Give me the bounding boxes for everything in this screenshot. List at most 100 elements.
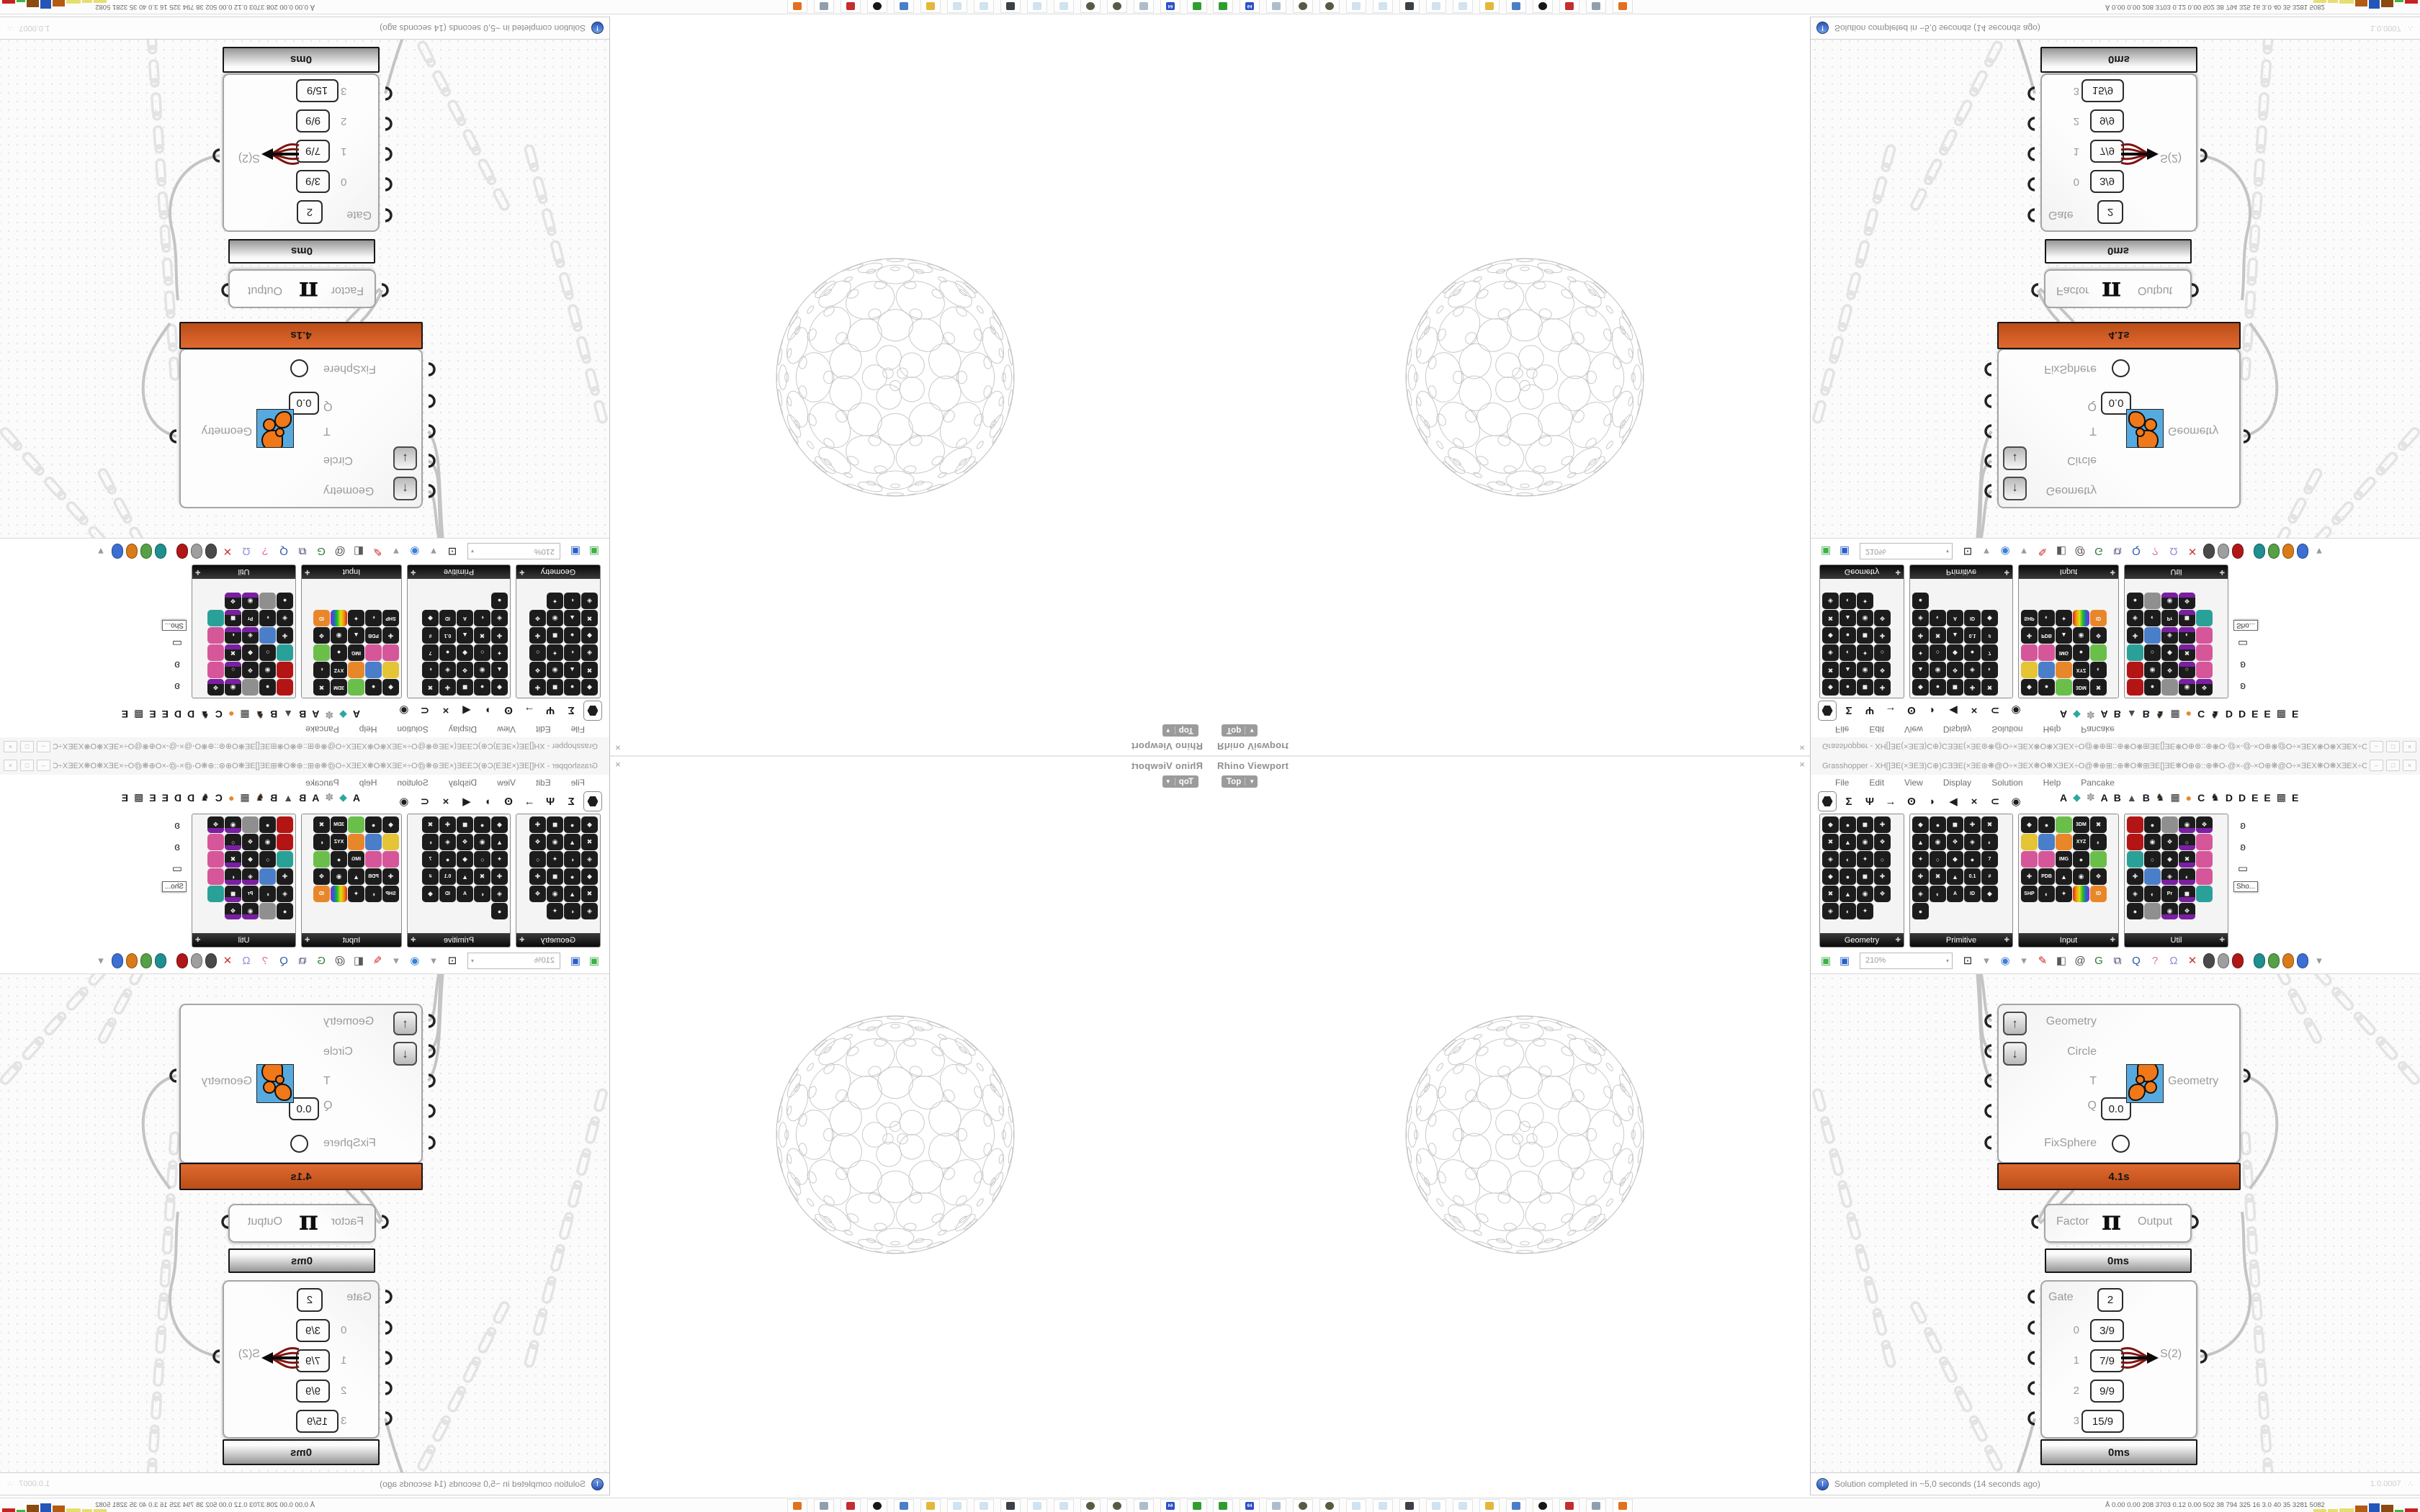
- dd[interactable]: ▾: [393, 955, 399, 967]
- plugin-category-tab[interactable]: E: [161, 791, 169, 804]
- component-icon[interactable]: ❖: [1947, 662, 1963, 678]
- plugin-category-tab[interactable]: D: [2238, 708, 2246, 721]
- taskbar-app-sphere[interactable]: [1080, 0, 1101, 13]
- component-icon[interactable]: ✖: [581, 662, 598, 678]
- display-style-icon[interactable]: [126, 953, 138, 968]
- component-icon[interactable]: ◆: [1981, 610, 1998, 626]
- component-icon[interactable]: ◼: [225, 610, 241, 626]
- taskbar-app-console[interactable]: [1213, 1499, 1233, 1512]
- component-icon[interactable]: [2021, 644, 2038, 661]
- component-icon[interactable]: ●: [564, 816, 581, 833]
- save-icon[interactable]: ▣: [570, 545, 581, 557]
- component-icon[interactable]: ◆: [422, 886, 439, 902]
- component-icon[interactable]: ●: [1964, 644, 1981, 661]
- component-icon[interactable]: [2196, 644, 2213, 661]
- taskbar-app-calculator[interactable]: [814, 1499, 834, 1512]
- gate-value-field[interactable]: 15/9: [2081, 79, 2124, 102]
- component-icon[interactable]: Pr: [242, 886, 259, 902]
- plugin-category-tab[interactable]: ♞: [200, 709, 210, 721]
- component-icon[interactable]: ◆: [491, 816, 508, 833]
- component-icon[interactable]: ◆: [1912, 679, 1929, 696]
- component-icon[interactable]: ▲: [2056, 868, 2072, 885]
- component-icon[interactable]: [2021, 834, 2038, 850]
- dd[interactable]: ▾: [1984, 955, 1989, 967]
- component-icon[interactable]: ●: [1839, 627, 1856, 644]
- plugin-category-tab[interactable]: C: [215, 791, 223, 804]
- graft-up-icon[interactable]: ↑: [393, 477, 417, 500]
- plugin-category-tab[interactable]: B: [270, 791, 278, 804]
- component-icon[interactable]: ▲: [491, 834, 508, 850]
- dd[interactable]: ▾: [2021, 955, 2027, 967]
- component-icon[interactable]: ◉: [547, 662, 563, 678]
- component-icon[interactable]: [2196, 662, 2213, 678]
- taskbar-app-notepad[interactable]: [974, 1499, 994, 1512]
- component-icon[interactable]: ◐: [2144, 610, 2161, 626]
- chevron-down-icon[interactable]: ▾: [1945, 957, 1949, 964]
- gha-icon[interactable]: G: [317, 954, 326, 967]
- category-tab-icon[interactable]: Ψ: [545, 795, 555, 808]
- chevron-down-icon[interactable]: ▾: [471, 957, 475, 964]
- component-icon[interactable]: ❖: [207, 816, 224, 833]
- save-icon[interactable]: ▣: [570, 955, 581, 967]
- component-icon[interactable]: ●: [331, 644, 347, 661]
- taskbar-app-console[interactable]: [1187, 1499, 1207, 1512]
- component-icon[interactable]: ◐: [2179, 627, 2195, 644]
- plugin-category-tab[interactable]: ✽: [325, 791, 334, 803]
- plugin-category-tab[interactable]: ♞: [2155, 709, 2165, 721]
- component-icon[interactable]: ◐: [564, 903, 581, 919]
- component-icon[interactable]: ◐: [365, 610, 382, 626]
- component-icon[interactable]: ʚ: [2240, 659, 2246, 672]
- component-icon[interactable]: ID: [1964, 886, 1981, 902]
- menu-item-file[interactable]: File: [1835, 778, 1850, 788]
- component-icon[interactable]: ◼: [1947, 816, 1963, 833]
- fixsphere-toggle[interactable]: [290, 1135, 308, 1153]
- category-tab-icon[interactable]: ×: [442, 795, 449, 808]
- component-icon[interactable]: XYZ: [331, 834, 347, 850]
- component-icon[interactable]: ◉: [225, 816, 241, 833]
- component-icon[interactable]: ●: [2127, 593, 2143, 609]
- component-icon[interactable]: ◉: [1857, 662, 1873, 678]
- tab-params[interactable]: [583, 791, 602, 811]
- component-icon[interactable]: ❖: [529, 886, 546, 902]
- component-icon[interactable]: ✖: [1981, 816, 1998, 833]
- component-icon[interactable]: ●: [259, 816, 276, 833]
- component-icon[interactable]: ✚: [529, 627, 546, 644]
- component-icon[interactable]: SHP: [2021, 886, 2038, 902]
- display-style-icon[interactable]: [191, 953, 202, 968]
- component-icon[interactable]: ✖: [581, 834, 598, 850]
- component-icon[interactable]: ◐: [474, 610, 490, 626]
- plugin-category-tab[interactable]: E: [149, 708, 156, 721]
- pi-component[interactable]: Factor π Output: [2044, 269, 2192, 308]
- display-style-icon[interactable]: [2282, 953, 2294, 968]
- component-icon[interactable]: ●: [2073, 644, 2089, 661]
- menu-item-display[interactable]: Display: [448, 724, 478, 734]
- taskbar-app-folder[interactable]: [1479, 1499, 1500, 1512]
- find-icon[interactable]: Q: [2132, 954, 2141, 967]
- component-icon[interactable]: ●: [277, 903, 293, 919]
- category-tab-icon[interactable]: ʘ: [504, 704, 513, 717]
- plugin-category-tab[interactable]: E: [2292, 791, 2299, 804]
- component-icon[interactable]: ◉: [259, 834, 276, 850]
- plugin-category-tab[interactable]: E: [161, 708, 169, 721]
- component-icon[interactable]: ◼: [457, 816, 473, 833]
- component-icon[interactable]: ◉: [2144, 834, 2161, 850]
- component-icon[interactable]: ◼: [2179, 610, 2195, 626]
- category-tab-icon[interactable]: →: [524, 795, 535, 808]
- plugin-category-tab[interactable]: ◆: [339, 709, 347, 721]
- component-icon[interactable]: ✚: [529, 816, 546, 833]
- menu-item-help[interactable]: Help: [2043, 778, 2061, 788]
- component-icon[interactable]: ●: [1839, 868, 1856, 885]
- component-icon[interactable]: ✖: [2179, 851, 2195, 868]
- plugin-category-tab[interactable]: ▲: [283, 708, 294, 721]
- flatten-down-icon[interactable]: ↓: [393, 1042, 417, 1066]
- menu-item-edit[interactable]: Edit: [1869, 724, 1885, 734]
- taskbar-app-notepad[interactable]: [1373, 0, 1393, 13]
- plugin-category-tab[interactable]: D: [2238, 791, 2246, 804]
- focus-extents-icon[interactable]: ⊡: [447, 545, 457, 557]
- component-icon[interactable]: ▲: [348, 627, 364, 644]
- component-icon[interactable]: ◉: [2144, 662, 2161, 678]
- component-icon[interactable]: ❖: [2090, 868, 2107, 885]
- tab-params[interactable]: [1818, 701, 1837, 721]
- component-icon[interactable]: ✦: [547, 644, 563, 661]
- component-icon[interactable]: ▲: [1839, 834, 1856, 850]
